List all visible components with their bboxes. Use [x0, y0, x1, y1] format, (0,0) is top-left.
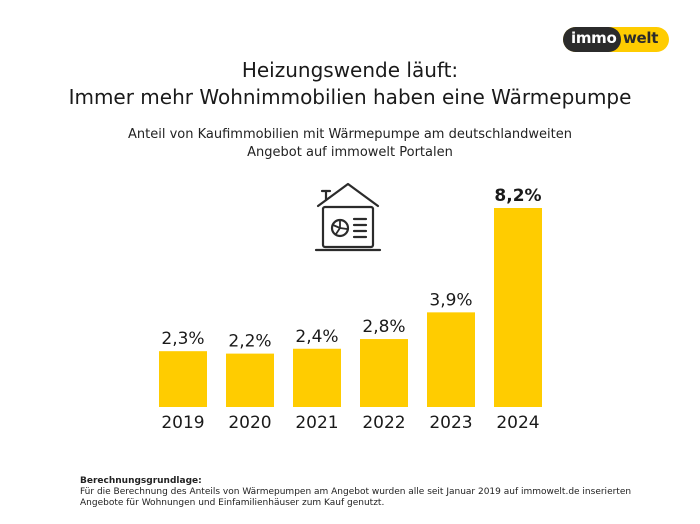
x-tick-label-2023: 2023: [429, 413, 472, 433]
x-tick-labels-group: 2019 2020 2021 2022 2023 2024: [161, 413, 539, 433]
chart-subtitle-line1: Anteil von Kaufimmobilien mit Wärmepumpe…: [128, 127, 572, 142]
value-label-2020: 2,2%: [228, 332, 271, 352]
bar-2024: [494, 208, 542, 407]
x-tick-label-2020: 2020: [228, 413, 271, 433]
footer-heading: Berechnungsgrundlage:: [80, 476, 202, 486]
bar-2020: [226, 353, 274, 407]
bars-group: [159, 208, 542, 407]
x-tick-label-2022: 2022: [362, 413, 405, 433]
logo-text-welt: welt: [623, 29, 659, 47]
value-label-2023: 3,9%: [429, 290, 472, 310]
logo-dark-pill: [563, 27, 621, 52]
house-heat-pump-icon: [314, 182, 382, 252]
chart-title-line1: Heizungswende läuft:: [241, 58, 459, 82]
x-tick-label-2021: 2021: [295, 413, 338, 433]
immowelt-logo: immo welt: [563, 27, 669, 52]
value-label-2019: 2,3%: [161, 329, 204, 349]
x-tick-label-2019: 2019: [161, 413, 204, 433]
logo-text-immo: immo: [571, 29, 617, 47]
value-label-2022: 2,8%: [362, 317, 405, 337]
chart-title-line2: Immer mehr Wohnimmobilien haben eine Wär…: [68, 85, 632, 109]
value-label-2024: 8,2%: [494, 186, 541, 206]
bar-2023: [427, 312, 475, 407]
x-tick-label-2024: 2024: [496, 413, 539, 433]
bar-2022: [360, 339, 408, 407]
value-label-2021: 2,4%: [295, 327, 338, 347]
bar-2021: [293, 348, 341, 407]
bar-2019: [159, 351, 207, 407]
chart-subtitle-line2: Angebot auf immowelt Portalen: [247, 145, 453, 160]
footer-text: Für die Berechnung des Anteils von Wärme…: [80, 487, 632, 508]
footer-note: Berechnungsgrundlage: Für die Berechnung…: [80, 476, 660, 509]
value-labels-group: 2,3% 2,2% 2,4% 2,8% 3,9% 8,2%: [161, 186, 541, 352]
